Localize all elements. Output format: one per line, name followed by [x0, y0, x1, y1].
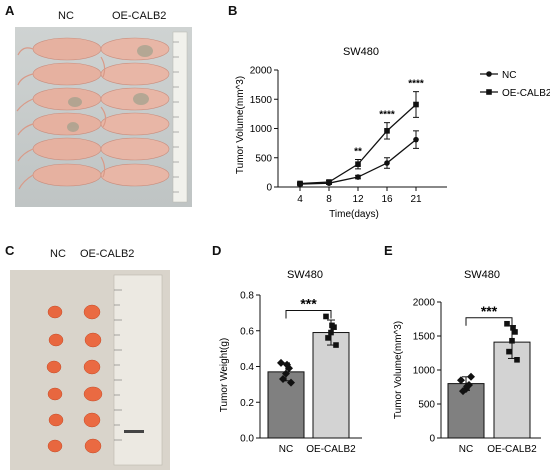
chart-b-xtick-label: 21 — [410, 194, 422, 205]
chart-e-dot-nc — [467, 372, 475, 381]
photo-a-label-nc: NC — [58, 10, 74, 22]
panel-letter-c: C — [5, 243, 15, 258]
chart-d-bar-nc — [267, 371, 305, 439]
chart-b-ytick-label: 1000 — [250, 124, 273, 135]
chart-d-dot-nc — [279, 375, 287, 384]
chart-b-point-oe — [384, 128, 390, 134]
chart-d-dot-oe — [323, 313, 329, 320]
chart-b-point-nc — [384, 160, 390, 166]
chart-e-xtick-label: NC — [459, 444, 473, 455]
chart-e-dot-oe — [504, 320, 510, 327]
photo-c-label-oe: OE-CALB2 — [80, 248, 135, 260]
chart-e-ytick-label: 500 — [418, 400, 435, 411]
mice-nc — [32, 37, 102, 187]
chart-e-tumor-volume-bar: SW480 Tumor Volume(mm^3) 0 500 1000 1500 200… — [393, 269, 541, 455]
chart-d-dot-oe — [325, 335, 331, 341]
chart-e-ytick-label: 0 — [429, 434, 435, 445]
tumors-oe — [83, 304, 103, 454]
chart-e-ytick-label: 1000 — [413, 366, 436, 377]
mouse-photo — [15, 27, 192, 207]
chart-b-xtick-label: 12 — [352, 194, 364, 205]
chart-b-title: SW480 — [343, 46, 379, 58]
chart-e-ytick-label: 1500 — [413, 332, 436, 343]
chart-b-xlabel: Time(days) — [329, 209, 379, 220]
tumor-photo — [10, 270, 170, 470]
chart-d-dot-oe — [328, 329, 334, 336]
chart-d-dot-oe — [333, 342, 339, 348]
photo-c-label-nc: NC — [50, 248, 66, 260]
chart-b-ytick-label: 2000 — [250, 66, 273, 77]
chart-b-point-oe — [355, 161, 361, 167]
chart-b-ytick-label: 0 — [266, 183, 272, 194]
chart-b-tumor-volume-line: SW480 Tumor Volume(mm^3) Time(days) 0 500… — [235, 46, 550, 220]
chart-b-ylabel: Tumor Volume(mm^3) — [235, 76, 246, 174]
chart-b-series-line-1 — [299, 104, 417, 185]
legend-oe-marker — [486, 89, 492, 95]
panel-letter-a: A — [5, 3, 15, 18]
chart-b-significance: **** — [379, 110, 395, 121]
chart-d-ytick-label: 0.8 — [240, 291, 254, 302]
chart-b-significance: ** — [354, 147, 362, 158]
chart-d-ytick-label: 0.4 — [240, 362, 254, 373]
chart-e-dot-nc — [459, 387, 467, 396]
chart-b-point-oe — [326, 179, 332, 185]
legend-nc-label: NC — [502, 70, 516, 81]
chart-b-point-oe — [297, 180, 303, 187]
chart-d-tumor-weight-bar: SW480 Tumor Weight(g) 0.0 0.2 0.4 0.6 0.8 NC O… — [219, 269, 362, 455]
chart-b-ytick-label: 500 — [255, 153, 272, 164]
chart-e-dot-nc — [463, 382, 471, 391]
chart-d-xtick-label: OE-CALB2 — [306, 444, 356, 455]
chart-e-title: SW480 — [464, 269, 500, 281]
chart-b-xtick-label: 8 — [326, 194, 332, 205]
chart-e-ytick-label: 2000 — [413, 298, 436, 309]
chart-b-xtick-label: 4 — [297, 194, 303, 205]
chart-e-dot-oe — [506, 348, 512, 355]
chart-d-ytick-label: 0.0 — [240, 434, 254, 445]
chart-d-significance-bracket — [285, 309, 332, 319]
chart-e-xtick-label: OE-CALB2 — [487, 444, 537, 455]
chart-d-bar-oe — [312, 332, 350, 439]
chart-b-ytick-label: 1500 — [250, 95, 273, 106]
chart-d-ytick-label: 0.2 — [240, 398, 254, 409]
chart-d-dot-nc — [283, 360, 291, 369]
chart-b-significance: **** — [408, 79, 424, 90]
photo-a-label-oe: OE-CALB2 — [112, 10, 167, 22]
chart-d-dot-nc — [282, 369, 290, 378]
chart-b-point-nc — [355, 174, 361, 180]
chart-e-dot-oe — [510, 325, 516, 331]
chart-d-ytick-label: 0.6 — [240, 326, 254, 337]
panel-letter-b: B — [228, 3, 238, 18]
legend-oe-label: OE-CALB2 — [502, 88, 550, 99]
chart-b-xtick-label: 16 — [381, 194, 393, 205]
chart-b-point-nc — [413, 136, 419, 143]
chart-d-ylabel: Tumor Weight(g) — [219, 338, 230, 412]
panel-letter-d: D — [212, 243, 222, 258]
chart-e-significance: *** — [481, 303, 498, 319]
chart-e-dot-oe — [509, 337, 515, 344]
tumors-nc — [46, 305, 64, 453]
mouse-photo-drawing — [15, 27, 192, 207]
legend-nc-marker — [486, 71, 492, 77]
chart-b-point-oe — [413, 101, 419, 108]
chart-d-title: SW480 — [287, 269, 323, 281]
chart-d-dot-nc — [277, 358, 285, 367]
chart-d-dot-oe — [329, 322, 335, 329]
chart-e-dot-oe — [514, 357, 520, 363]
tumor-photo-drawing — [10, 270, 170, 470]
chart-e-ylabel: Tumor Volume(mm^3) — [393, 321, 404, 419]
chart-e-significance-bracket — [465, 317, 513, 326]
chart-d-significance: *** — [300, 295, 317, 311]
chart-e-dot-nc — [457, 376, 465, 385]
chart-d-xtick-label: NC — [279, 444, 293, 455]
panel-letter-e: E — [384, 243, 393, 258]
chart-e-dot-oe — [512, 329, 518, 335]
chart-b-legend: NC OE-CALB2 — [480, 70, 550, 99]
chart-d-dot-nc — [287, 378, 295, 387]
